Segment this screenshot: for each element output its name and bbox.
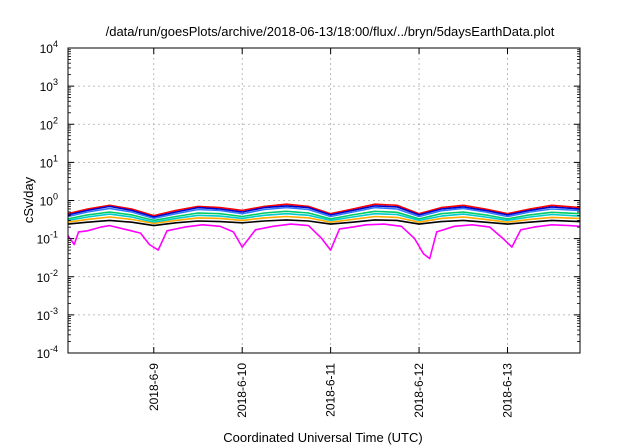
x-tick-label: 2018-6-12 (412, 363, 426, 418)
series-line (67, 203, 581, 217)
grid (68, 48, 580, 353)
series-line (67, 212, 581, 223)
chart-title: /data/run/goesPlots/archive/2018-06-13/1… (106, 24, 555, 39)
y-tick-label: 10-3 (37, 306, 58, 323)
series-line (67, 223, 581, 260)
x-tick-label: 2018-6-13 (500, 363, 514, 418)
y-tick-label: 100 (40, 192, 58, 209)
y-tick-label: 10-2 (37, 268, 58, 285)
series-line (67, 205, 581, 218)
plot-frame (67, 47, 581, 354)
x-tick-label: 2018-6-11 (324, 363, 338, 417)
y-tick-label: 103 (40, 77, 58, 94)
y-tick-label: 102 (40, 115, 58, 132)
y-tick-label: 101 (40, 153, 58, 170)
series-line (67, 206, 581, 220)
y-tick-label: 10-4 (37, 344, 58, 361)
plot-border (67, 47, 581, 354)
series-lines (67, 203, 581, 260)
x-tick-label: 2018-6-10 (235, 363, 249, 418)
y-tick-label: 10-1 (37, 230, 58, 247)
series-line (67, 215, 581, 225)
x-tick-labels: 2018-6-9 2018-6-10 2018-6-11 2018-6-12 2018-… (147, 363, 515, 418)
series-line (67, 210, 581, 222)
series-line (67, 219, 581, 227)
x-tick-label: 2018-6-9 (147, 363, 161, 411)
y-tick-label: 104 (40, 39, 58, 56)
y-axis-label: cSv/day (21, 176, 36, 223)
y-tick-labels: 104 103 102 101 100 10-1 10-2 10-3 10-4 (37, 39, 58, 361)
x-axis-label: Coordinated Universal Time (UTC) (223, 430, 422, 445)
